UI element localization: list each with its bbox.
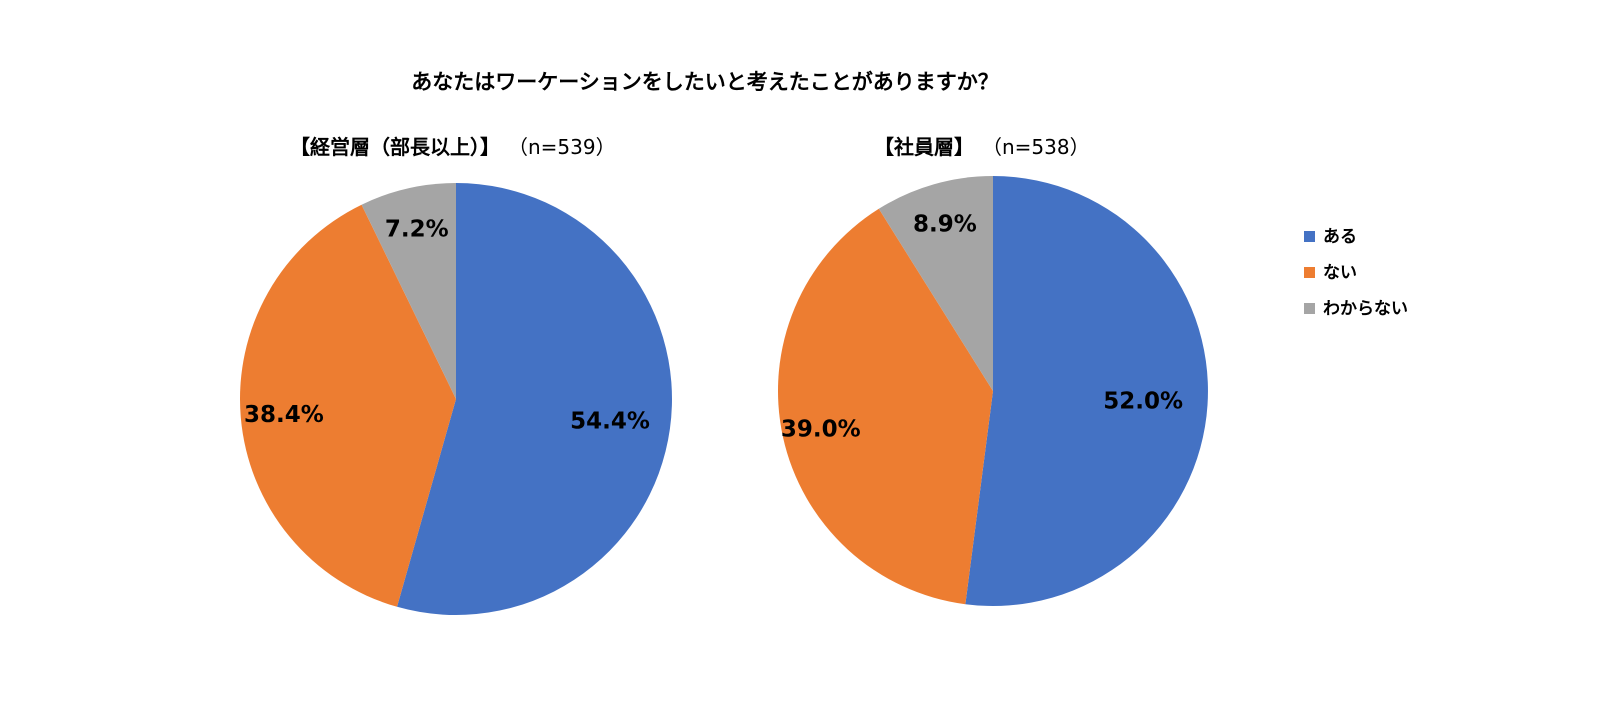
pie-slice-aru xyxy=(397,183,672,615)
legend-label: ない xyxy=(1323,262,1357,283)
chart-title: あなたはワーケーションをしたいと考えたことがありますか？ xyxy=(411,70,999,94)
pie-slice-nai xyxy=(777,208,993,605)
legend: ある ない わからない xyxy=(1304,216,1408,324)
data-label-nai: 38.4% xyxy=(244,402,324,428)
pie-slice-wakaranai xyxy=(361,183,456,399)
data-label-wakaranai: 8.9% xyxy=(913,212,977,238)
legend-item-aru: ある xyxy=(1304,216,1408,252)
pie-chart-2: 52.0% 39.0% 8.9% xyxy=(777,176,1208,606)
legend-item-nai: ない xyxy=(1304,252,1408,288)
pie-subtitle-employees: 【社員層】 （n=538） xyxy=(874,131,1090,160)
data-label-wakaranai: 7.2% xyxy=(385,217,449,243)
legend-swatch xyxy=(1304,302,1315,314)
sample-size-label: （n=538） xyxy=(992,135,1090,159)
group-label: 【経営層（部長以上）】 xyxy=(290,135,500,159)
pie-slice-wakaranai xyxy=(878,176,993,391)
pie-subtitle-executives: 【経営層（部長以上）】 （n=539） xyxy=(290,131,616,160)
legend-item-wakaranai: わからない xyxy=(1304,288,1408,324)
sample-size-label: （n=539） xyxy=(518,135,616,159)
data-label-nai: 39.0% xyxy=(781,417,861,443)
data-label-aru: 54.4% xyxy=(570,408,650,434)
pie-slice-nai xyxy=(239,204,456,607)
legend-swatch xyxy=(1304,230,1315,242)
pie-slice-aru xyxy=(965,176,1208,606)
legend-swatch xyxy=(1304,266,1315,278)
legend-label: ある xyxy=(1323,226,1357,247)
pie-chart-1: 54.4% 38.4% 7.2% xyxy=(239,183,672,615)
data-label-aru: 52.0% xyxy=(1103,389,1183,415)
legend-label: わからない xyxy=(1323,298,1408,319)
group-label: 【社員層】 xyxy=(874,135,974,159)
